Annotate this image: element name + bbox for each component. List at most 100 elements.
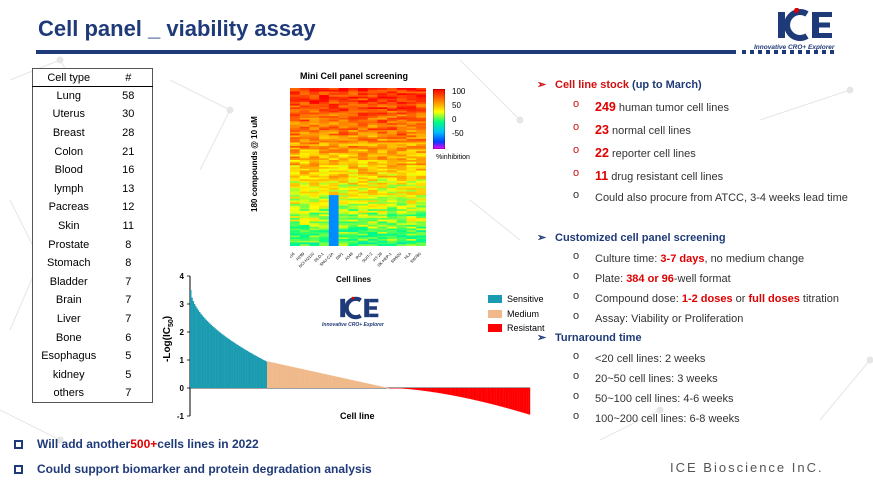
heatmap-cell [377,231,388,235]
heatmap-cell [319,177,330,180]
heatmap-cell [367,147,378,150]
heatmap-cell [367,244,378,246]
heatmap-cell [377,179,388,182]
heatmap-cell [338,188,349,191]
bar-medium [379,386,382,388]
heatmap-cell [406,210,417,213]
bar-medium [370,384,373,388]
heatmap-cell [348,131,359,134]
heatmap-cell [396,238,407,242]
bar-resistant [442,388,445,394]
heatmap-cell [328,207,339,210]
heatmap-cell [396,216,407,219]
heatmap-cell [396,226,407,229]
heatmap-cell [406,195,417,198]
heatmap-cell [299,142,310,145]
heatmap-cell [367,152,378,156]
heatmap-cell [416,233,426,236]
y-tick-label: 3 [180,300,185,309]
heatmap-cell [338,175,349,178]
bar-resistant [428,388,431,392]
heatmap-cell [338,149,349,152]
heatmap-cell [387,158,398,161]
heatmap-cell [406,221,417,224]
bar-resistant [490,388,492,404]
heatmap-cell [406,147,417,150]
heatmap-cell [290,128,301,131]
heatmap-cell [309,175,320,178]
heatmap-cell [348,145,359,148]
heatmap-cell [377,110,388,113]
heatmap-cell [416,167,426,170]
bar-resistant [440,388,442,394]
cell-type-name: Pacreas [48,201,89,214]
heatmap-cell [299,200,310,203]
heatmap-cell [309,107,320,110]
heatmap-cell [416,109,426,112]
heatmap-cell [358,147,369,150]
heatmap-cell [348,210,359,213]
bar-sensitive [201,315,204,388]
heatmap-cell [299,131,310,134]
heatmap-cell [416,231,426,235]
heatmap-cell [338,182,349,185]
bar-medium [318,372,320,388]
heatmap-cell [290,228,301,231]
heatmap-cell [396,174,407,177]
bar-medium [284,365,287,388]
heatmap-cell [396,98,407,101]
bar-resistant [413,388,415,390]
heatmap-cell [290,189,301,192]
circle-bullet-icon: o [573,98,580,110]
heatmap-cell [377,203,388,206]
heatmap-cell [309,177,320,180]
bar-sensitive [260,358,263,388]
heatmap-cell [377,131,388,134]
heatmap-cell [328,182,339,185]
table-row: lymph 13 [33,179,153,198]
heatmap-cell [377,121,388,124]
heatmap-cell [290,105,301,108]
heatmap-cell [367,135,378,138]
heatmap-cell [367,200,378,203]
heatmap-cell [309,152,320,156]
heatmap-cell [348,161,359,164]
chart-logo-tagline: Innovative CRO+ Explorer [322,322,384,328]
heatmap-cell [299,237,310,240]
heatmap-cell [416,100,426,103]
heatmap-cell [338,128,349,131]
heatmap-cell [290,231,301,235]
heatmap-cell [406,223,417,226]
heatmap-cell [299,195,310,198]
bar-resistant [463,388,465,398]
heatmap-cell [319,179,330,182]
heatmap-cell [338,91,349,94]
heatmap-cell [290,240,301,243]
heatmap-cell [377,149,388,152]
heatmap-cell [387,151,398,154]
bar-resistant [444,388,446,395]
heatmap-cell [348,93,359,96]
heatmap-cell [348,149,359,152]
heatmap-cell [290,202,301,205]
heatmap-cell [377,224,388,227]
heatmap-cell [338,177,349,180]
bar-sensitive [232,341,234,388]
heatmap-cell [319,216,330,219]
bar-sensitive [202,316,205,388]
heatmap-cell [358,128,369,131]
heatmap-cell [338,203,349,206]
heatmap-cell [338,172,349,175]
heatmap-cell [358,242,369,245]
heatmap-cell [328,175,339,178]
heatmap-xtick: PC9 [355,251,365,261]
bar-medium [319,373,322,388]
heatmap-cell [358,121,369,124]
heatmap-cell [290,114,301,117]
heatmap-cell [338,212,349,215]
heatmap-cell [309,156,320,159]
heatmap-xtick: SUIT-2 [361,251,374,264]
heatmap-cell [358,163,369,166]
heatmap-cell [416,114,426,117]
heatmap-cell [377,144,388,147]
